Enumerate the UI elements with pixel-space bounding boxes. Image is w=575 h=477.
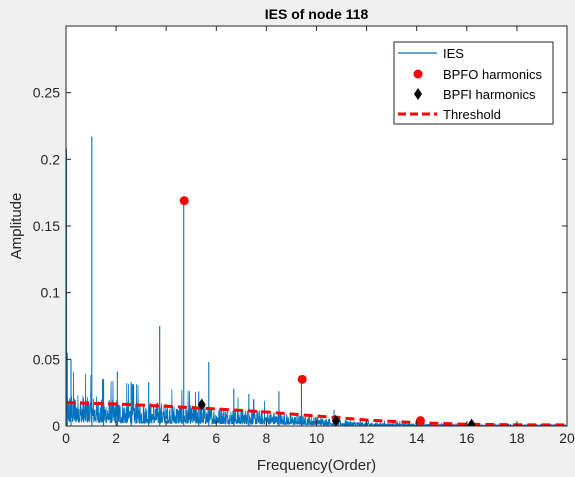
bpfo-marker (179, 196, 189, 206)
x-tick-label: 12 (359, 430, 375, 446)
legend: IES BPFO harmonics BPFI harmonics Thresh… (393, 41, 554, 125)
x-tick-label: 2 (112, 430, 120, 446)
legend-bpfi-label: BPFI harmonics (443, 87, 536, 102)
bpfo-marker (297, 374, 307, 384)
x-axis-label: Frequency(Order) (257, 457, 376, 474)
bpfo-marker (415, 416, 425, 426)
legend-box (393, 41, 554, 125)
x-tick-label: 10 (309, 430, 325, 446)
legend-bpfo-label: BPFO harmonics (443, 67, 542, 82)
x-tick-label: 16 (459, 430, 475, 446)
x-tick-label: 8 (263, 430, 271, 446)
plot-content (66, 136, 567, 426)
y-tick-label: 0.1 (41, 285, 61, 301)
y-tick-label: 0.25 (33, 85, 60, 101)
y-tick-label: 0.05 (33, 351, 60, 367)
bpfi-marker (331, 414, 340, 426)
x-tick-label: 20 (559, 430, 575, 446)
x-tick-label: 18 (509, 430, 525, 446)
axis-ticks: 0 2 4 6 8 10 12 14 16 18 20 0 0.05 0.1 0.15 0.2 0.25 (33, 26, 575, 446)
chart-title: IES of node 118 (265, 6, 369, 22)
legend-bpfo-swatch (413, 69, 423, 79)
x-tick-label: 14 (409, 430, 425, 446)
y-tick-label: 0 (52, 418, 60, 434)
x-tick-label: 0 (62, 430, 70, 446)
y-axis-label: Amplitude (8, 193, 25, 260)
legend-ies-label: IES (443, 46, 464, 61)
bpfi-marker (197, 398, 206, 411)
legend-threshold-label: Threshold (443, 107, 501, 122)
y-tick-label: 0.15 (33, 218, 60, 234)
bpfi-marker (467, 418, 476, 426)
x-tick-label: 4 (162, 430, 170, 446)
x-tick-label: 6 (212, 430, 220, 446)
legend-bpfi-swatch (414, 88, 422, 100)
y-tick-label: 0.2 (41, 151, 61, 167)
